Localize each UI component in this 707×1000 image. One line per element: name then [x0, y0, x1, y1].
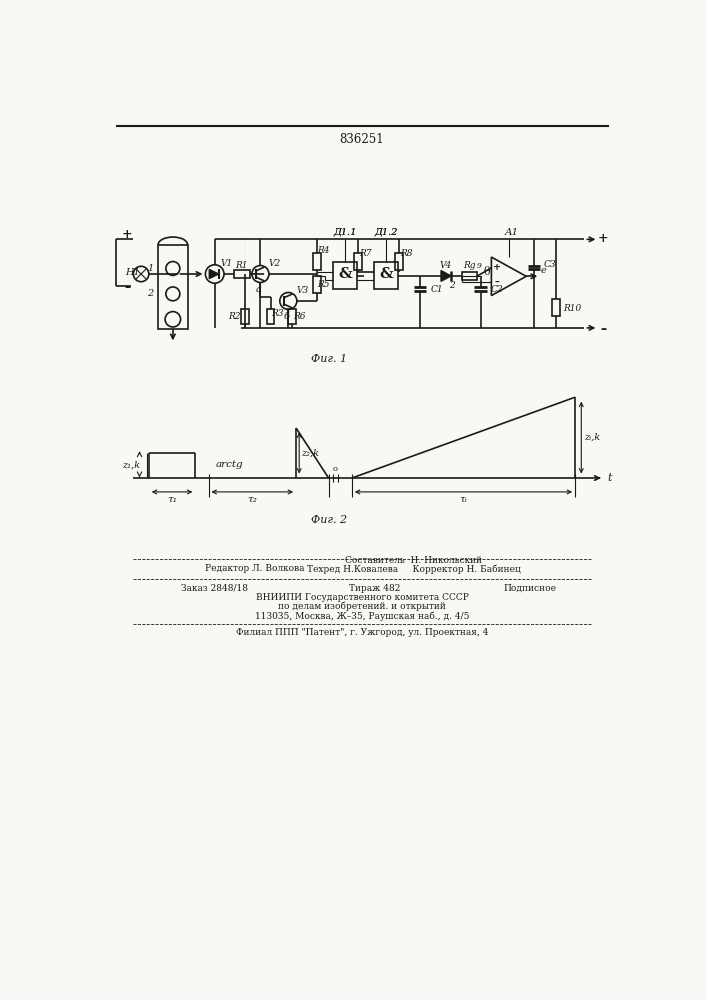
Polygon shape	[209, 269, 218, 279]
Text: R5: R5	[317, 280, 329, 289]
Text: τᵢ: τᵢ	[460, 495, 467, 504]
Text: Д1.2: Д1.2	[374, 228, 398, 237]
Text: по делам изобретений. и открытий: по делам изобретений. и открытий	[278, 602, 446, 611]
Bar	[332, 262, 357, 289]
Text: 2: 2	[449, 281, 455, 290]
Text: C3: C3	[544, 260, 556, 269]
Text: R2: R2	[228, 312, 241, 321]
Text: A1: A1	[505, 228, 519, 237]
Text: R7: R7	[358, 249, 371, 258]
Bar	[234, 270, 250, 278]
Text: z₂,k: z₂,k	[301, 449, 319, 458]
Text: ВНИИПИ Государственного комитета СССР: ВНИИПИ Государственного комитета СССР	[255, 593, 469, 602]
Text: Техред Н.Ковалева     Корректор Н. Бабинец: Техред Н.Ковалева Корректор Н. Бабинец	[307, 565, 521, 574]
Text: Д1.1: Д1.1	[333, 228, 356, 237]
Bar	[395, 253, 403, 270]
Text: 1: 1	[147, 264, 153, 273]
Text: H1: H1	[125, 268, 139, 277]
Text: z₁,k: z₁,k	[122, 461, 140, 470]
Text: 2: 2	[147, 289, 153, 298]
Bar	[267, 309, 274, 324]
Text: Редактор Л. Волкова: Редактор Л. Волкова	[204, 564, 304, 573]
Text: e: e	[540, 266, 547, 275]
Text: o: o	[332, 465, 337, 473]
Text: &: &	[379, 267, 393, 281]
Text: R10: R10	[563, 304, 582, 313]
Text: Rg: Rg	[463, 261, 476, 270]
Text: V4: V4	[440, 261, 452, 270]
Text: R3: R3	[271, 309, 284, 318]
Text: б: б	[284, 312, 290, 321]
Bar	[313, 253, 321, 270]
Text: +: +	[493, 263, 501, 272]
Text: Фиг. 2: Фиг. 2	[310, 515, 346, 525]
Text: t: t	[607, 473, 612, 483]
Bar	[462, 272, 477, 280]
Text: V2: V2	[268, 259, 281, 268]
Polygon shape	[441, 271, 451, 281]
Text: V3: V3	[296, 286, 308, 295]
Bar	[373, 262, 398, 289]
Text: R4: R4	[317, 246, 329, 255]
Text: –: –	[124, 281, 130, 294]
Text: Составитель  Н. Никольский: Составитель Н. Никольский	[345, 556, 482, 565]
Text: Подписное: Подписное	[503, 584, 556, 593]
Text: C1: C1	[431, 285, 443, 294]
Text: Филиал ППП "Патент", г. Ужгород, ул. Проектная, 4: Филиал ППП "Патент", г. Ужгород, ул. Про…	[235, 628, 488, 637]
Text: zᵢ,k: zᵢ,k	[584, 433, 600, 442]
Text: Тираж 482: Тираж 482	[349, 584, 401, 593]
Text: Фиг. 1: Фиг. 1	[310, 354, 346, 364]
Text: &: &	[338, 267, 352, 281]
Text: 113035, Москва, Ж–35, Раушская наб., д. 4/5: 113035, Москва, Ж–35, Раушская наб., д. …	[255, 611, 469, 621]
Text: +: +	[122, 228, 132, 241]
Text: V1: V1	[221, 259, 233, 268]
Bar	[313, 276, 321, 293]
Text: Д1.1: Д1.1	[333, 228, 356, 237]
Text: θ: θ	[484, 267, 490, 277]
Text: Д1.2: Д1.2	[374, 228, 398, 237]
Bar	[354, 253, 362, 270]
Text: C2: C2	[491, 285, 503, 294]
Text: a: a	[256, 285, 262, 294]
Text: τ₂: τ₂	[247, 495, 257, 504]
Text: –: –	[600, 323, 606, 336]
Bar	[552, 299, 559, 316]
Text: R8: R8	[400, 249, 412, 258]
Bar	[288, 309, 296, 324]
Text: R6: R6	[293, 312, 305, 321]
Text: R1: R1	[235, 261, 248, 270]
Text: 836251: 836251	[339, 133, 385, 146]
Text: τ₁: τ₁	[167, 495, 177, 504]
Text: arctg: arctg	[216, 460, 243, 469]
Text: –: –	[494, 278, 499, 287]
Text: 9: 9	[477, 262, 481, 270]
Text: Заказ 2848/18: Заказ 2848/18	[182, 584, 248, 593]
Text: +: +	[597, 232, 608, 245]
Bar	[241, 309, 249, 324]
Bar	[158, 245, 187, 329]
